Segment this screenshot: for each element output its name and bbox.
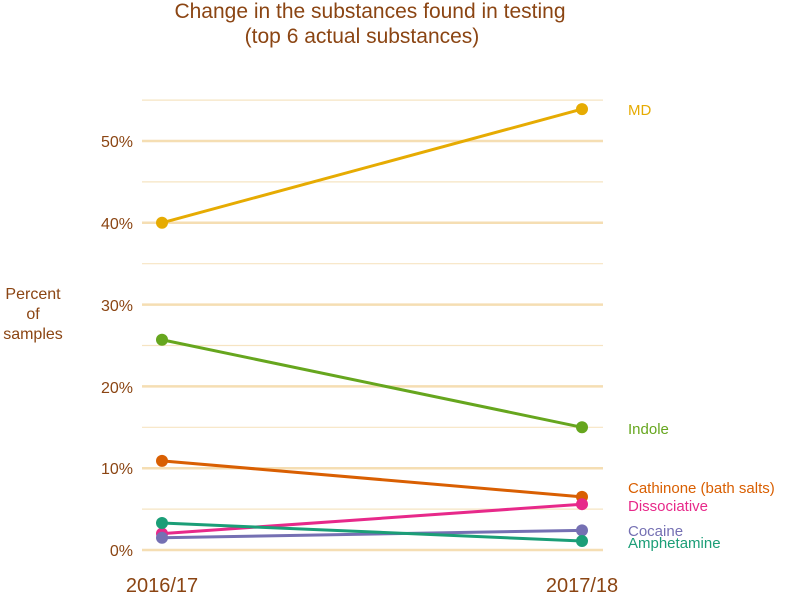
series-label-md: MD bbox=[628, 102, 651, 119]
series-label-dissociative: Dissociative bbox=[628, 498, 708, 515]
series-label-cocaine: Cocaine bbox=[628, 523, 683, 540]
series-line bbox=[161, 528, 583, 540]
series-4 bbox=[156, 524, 588, 544]
data-point bbox=[156, 454, 168, 467]
gridlines bbox=[142, 99, 603, 552]
data-point bbox=[576, 103, 588, 116]
series-labels: MD Indole Cathinone (bath salts) Dissoci… bbox=[628, 102, 775, 552]
data-point bbox=[576, 524, 588, 537]
y-axis-label-line-3: samples bbox=[3, 326, 63, 343]
series-label-cathinone: Cathinone (bath salts) bbox=[628, 480, 775, 497]
series-0 bbox=[156, 103, 588, 229]
y-axis-label-line-1: Percent bbox=[5, 286, 61, 303]
data-point bbox=[156, 517, 168, 530]
y-tick-label: 30% bbox=[101, 298, 133, 315]
x-tick-label: 2016/17 bbox=[126, 575, 198, 597]
series-line bbox=[161, 502, 583, 536]
series-label-indole: Indole bbox=[628, 421, 669, 438]
series-line bbox=[161, 521, 583, 543]
series-line bbox=[161, 107, 583, 225]
data-point bbox=[156, 531, 168, 544]
data-point bbox=[576, 498, 588, 511]
series-2 bbox=[156, 454, 588, 503]
axis-labels: Change in the substances found in testin… bbox=[3, 0, 618, 597]
data-point bbox=[576, 535, 588, 548]
y-axis-label-line-2: of bbox=[26, 306, 40, 323]
series-lines bbox=[156, 103, 588, 548]
y-tick-label: 20% bbox=[101, 380, 133, 397]
series-1 bbox=[156, 333, 588, 434]
chart-title-line-1: Change in the substances found in testin… bbox=[174, 0, 565, 23]
series-5 bbox=[156, 517, 588, 548]
y-tick-label: 50% bbox=[101, 134, 133, 151]
data-point bbox=[576, 421, 588, 434]
series-line bbox=[161, 459, 583, 499]
series-line bbox=[161, 338, 583, 429]
series-label-amphetamine: Amphetamine bbox=[628, 535, 721, 552]
y-tick-label: 0% bbox=[110, 543, 133, 560]
x-tick-label: 2017/18 bbox=[546, 575, 618, 597]
data-point bbox=[156, 216, 168, 229]
data-point bbox=[156, 333, 168, 346]
y-tick-label: 40% bbox=[101, 216, 133, 233]
y-tick-label: 10% bbox=[101, 461, 133, 478]
chart-title-line-2: (top 6 actual substances) bbox=[245, 25, 480, 48]
